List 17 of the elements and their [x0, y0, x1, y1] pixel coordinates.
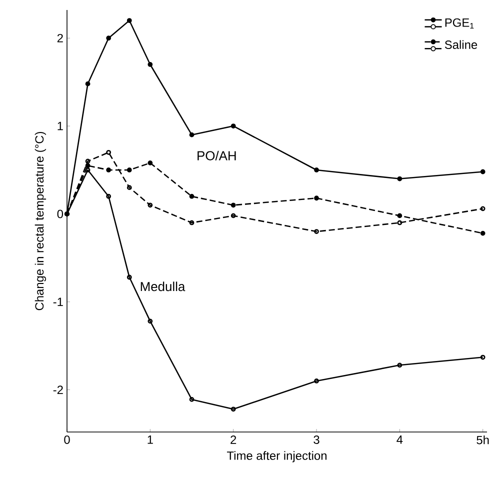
y-tick-label: 1 [58, 122, 63, 130]
y-axis-title: Change in rectal temperature (°C) [34, 132, 46, 310]
x-tick-label: 0 [64, 436, 70, 444]
x-tick-label: 2 [230, 436, 236, 444]
y-tick-label: -2 [53, 386, 63, 394]
x-tick-label: 1 [148, 436, 153, 444]
legend-label: Saline [444, 40, 478, 49]
y-tick-label: 2 [57, 34, 63, 42]
y-tick-label: 0 [57, 210, 64, 218]
x-axis-title: Time after injection [226, 451, 326, 462]
annotation: Medulla [140, 282, 186, 292]
x-tick-label: 5h [476, 436, 489, 444]
x-tick-label: 4 [396, 436, 403, 444]
y-tick-label: -1 [53, 298, 63, 306]
x-tick-label: 3 [314, 436, 320, 444]
annotation: PO/AH [198, 150, 236, 160]
legend-label: PGE$_{1}$ [445, 18, 474, 29]
